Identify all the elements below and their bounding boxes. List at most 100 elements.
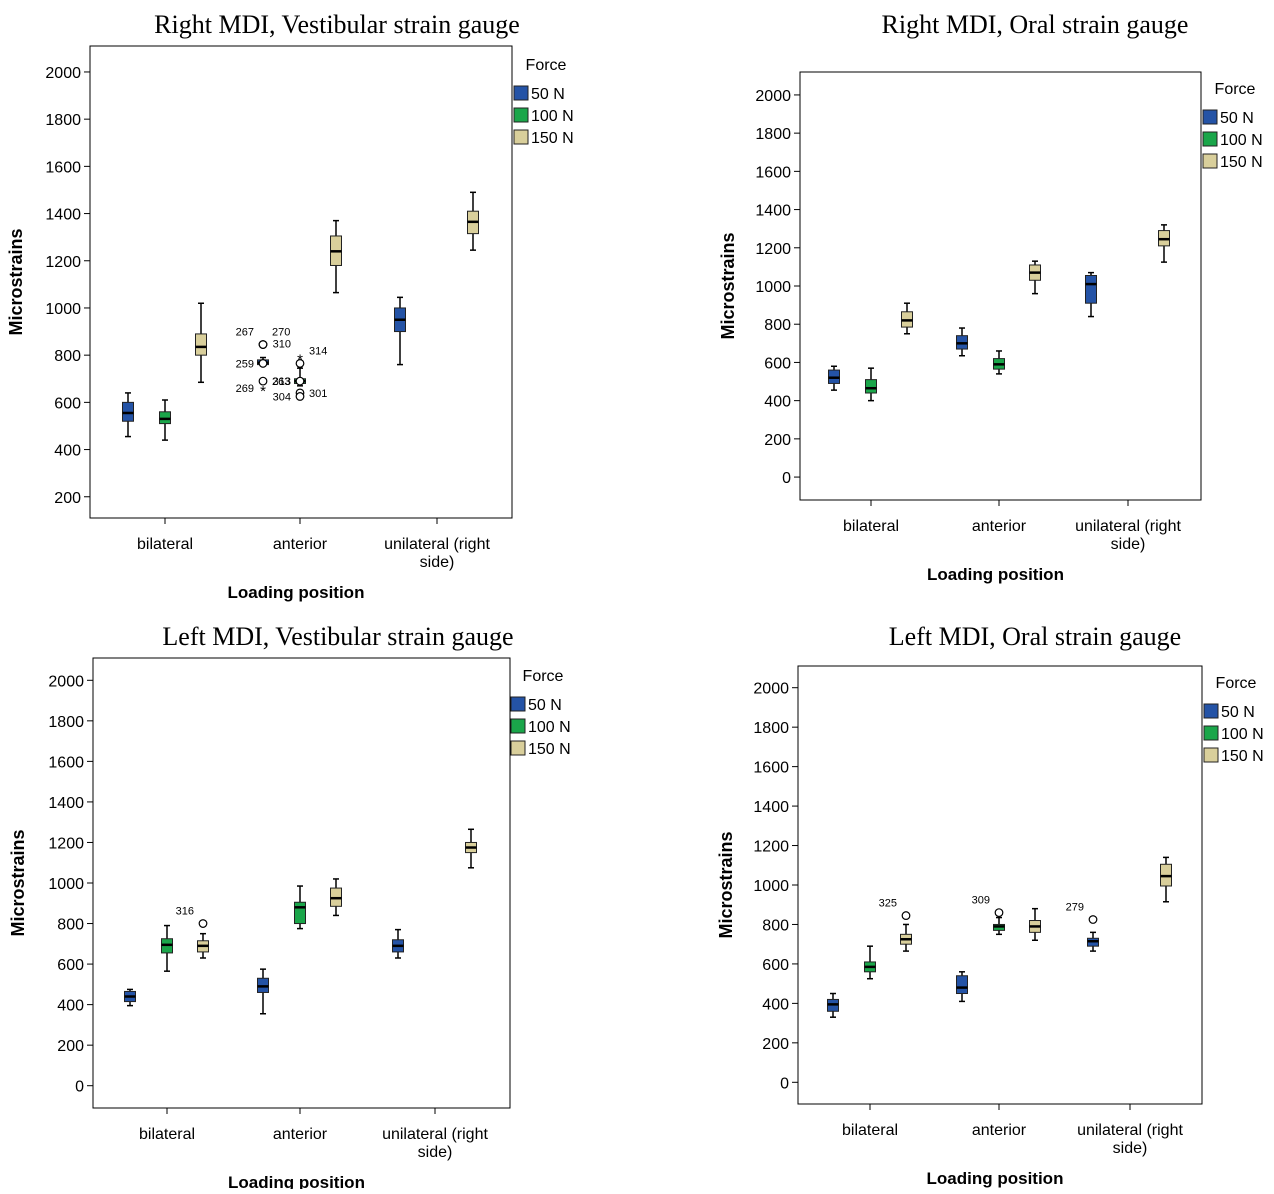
x-axis-label: Loading position [228,1173,365,1189]
x-category-label: side) [1113,1140,1148,1157]
box-50n-1 [257,968,269,1015]
legend-swatch [1202,109,1218,125]
box-100n-1: 309 [972,895,1005,936]
legend-entry: 150 N [528,741,571,758]
legend-title: Force [526,57,567,74]
outlier-marker [258,340,268,349]
x-category-label: side) [418,1144,453,1161]
outlier-label: 314 [309,345,327,357]
y-tick-label: 1000 [48,876,84,893]
legend-swatch [1203,747,1219,763]
outlier-marker [258,359,268,368]
box-50n-0 [827,992,839,1018]
y-tick-label: 1400 [755,203,791,220]
chart-panel-2: Left MDI, Vestibular strain gauge 0 200 400… [8,622,571,1192]
box-iqr [865,379,877,394]
y-tick-label: 400 [762,996,789,1013]
box-50n-2 [394,296,406,366]
outlier-label: 325 [879,898,897,910]
box-150n-2 [465,828,477,869]
box-150n-1 [330,219,342,294]
y-tick-label: 1400 [48,795,84,812]
y-tick-label: 1200 [45,254,81,271]
plot-frame [92,657,511,1109]
chart-panel-1: Right MDI, Oral strain gauge 0 200 400 600 80… [718,10,1263,584]
chart-panel-0: Right MDI, Vestibular strain gauge 200 400… [6,10,574,602]
box-50n-2 [392,928,404,959]
legend: Force 50 N 100 N 150 N [1202,81,1263,171]
box-150n-0: 325 [879,898,912,952]
legend-swatch [510,696,526,712]
x-category-label: unilateral (right [382,1126,488,1143]
box-150n-0 [901,302,913,335]
outlier-label: 267 [236,327,254,339]
y-tick-label: 600 [764,355,791,372]
box-100n-0 [865,367,877,402]
legend: Force 50 N 100 N 150 N [1203,675,1264,765]
y-tick-label: 800 [764,317,791,334]
box-150n-2 [1158,224,1170,263]
y-tick-label: 400 [57,998,84,1015]
plot-frame [89,45,513,519]
box-150n-0 [195,302,207,384]
box-50n-1 [956,971,968,1003]
box-50n-0 [122,392,134,438]
legend-entry: 100 N [531,108,574,125]
box-150n-0: 316 [176,906,209,959]
y-tick-label: 1800 [48,714,84,731]
y-tick-label: 600 [762,957,789,974]
legend-entry: 150 N [1220,154,1263,171]
y-tick-label: 1200 [48,835,84,852]
y-tick-label: 1400 [45,207,81,224]
outlier-label: 301 [309,388,327,400]
box-150n-2 [1160,856,1172,903]
outlier-marker [994,908,1004,918]
box-100n-0 [161,924,173,972]
y-tick-label: 600 [57,957,84,974]
x-axis-label: Loading position [927,1169,1064,1188]
legend: Force 50 N 100 N 150 N [513,57,574,147]
box-iqr [956,975,968,995]
y-axis-label: Microstrains [716,831,736,938]
y-tick-label: 2000 [755,88,791,105]
x-category-label: anterior [972,1122,1027,1139]
y-tick-label: 2000 [48,673,84,690]
box-150n-1 [1029,260,1041,295]
y-tick-label: 1200 [755,241,791,258]
y-tick-label: 800 [54,348,81,365]
legend-swatch [510,718,526,734]
legend-swatch [513,107,529,123]
outlier-label: 270 [272,327,290,339]
x-category-label: anterior [273,1126,328,1143]
x-category-label: unilateral (right [384,536,490,553]
y-tick-label: 1400 [753,799,789,816]
legend-entry: 150 N [531,130,574,147]
legend-swatch [513,85,529,101]
outlier-marker [1088,915,1098,924]
chart-title: Left MDI, Oral strain gauge [889,622,1181,651]
y-tick-label: 600 [54,395,81,412]
y-tick-label: 1600 [755,164,791,181]
legend-entry: 150 N [1221,748,1264,765]
box-150n-2 [467,191,479,251]
x-category-label: anterior [972,518,1027,535]
legend-swatch [513,129,529,145]
x-category-label: bilateral [137,536,193,553]
box-50n-2: 279 [1066,902,1099,952]
outlier-marker [295,376,305,386]
box-150n-1 [1029,907,1041,941]
x-category-label: side) [420,554,455,571]
legend-entry: 100 N [1220,132,1263,149]
y-tick-label: 800 [57,917,84,934]
y-tick-label: 200 [764,432,791,449]
x-category-label: anterior [273,536,328,553]
outlier-label: 309 [972,895,990,907]
box-100n-1 [993,350,1005,375]
y-axis-label: Microstrains [718,232,738,339]
y-tick-label: 1600 [753,760,789,777]
outlier-label: 269 [236,383,254,395]
y-tick-label: 1600 [48,754,84,771]
legend-swatch [510,740,526,756]
